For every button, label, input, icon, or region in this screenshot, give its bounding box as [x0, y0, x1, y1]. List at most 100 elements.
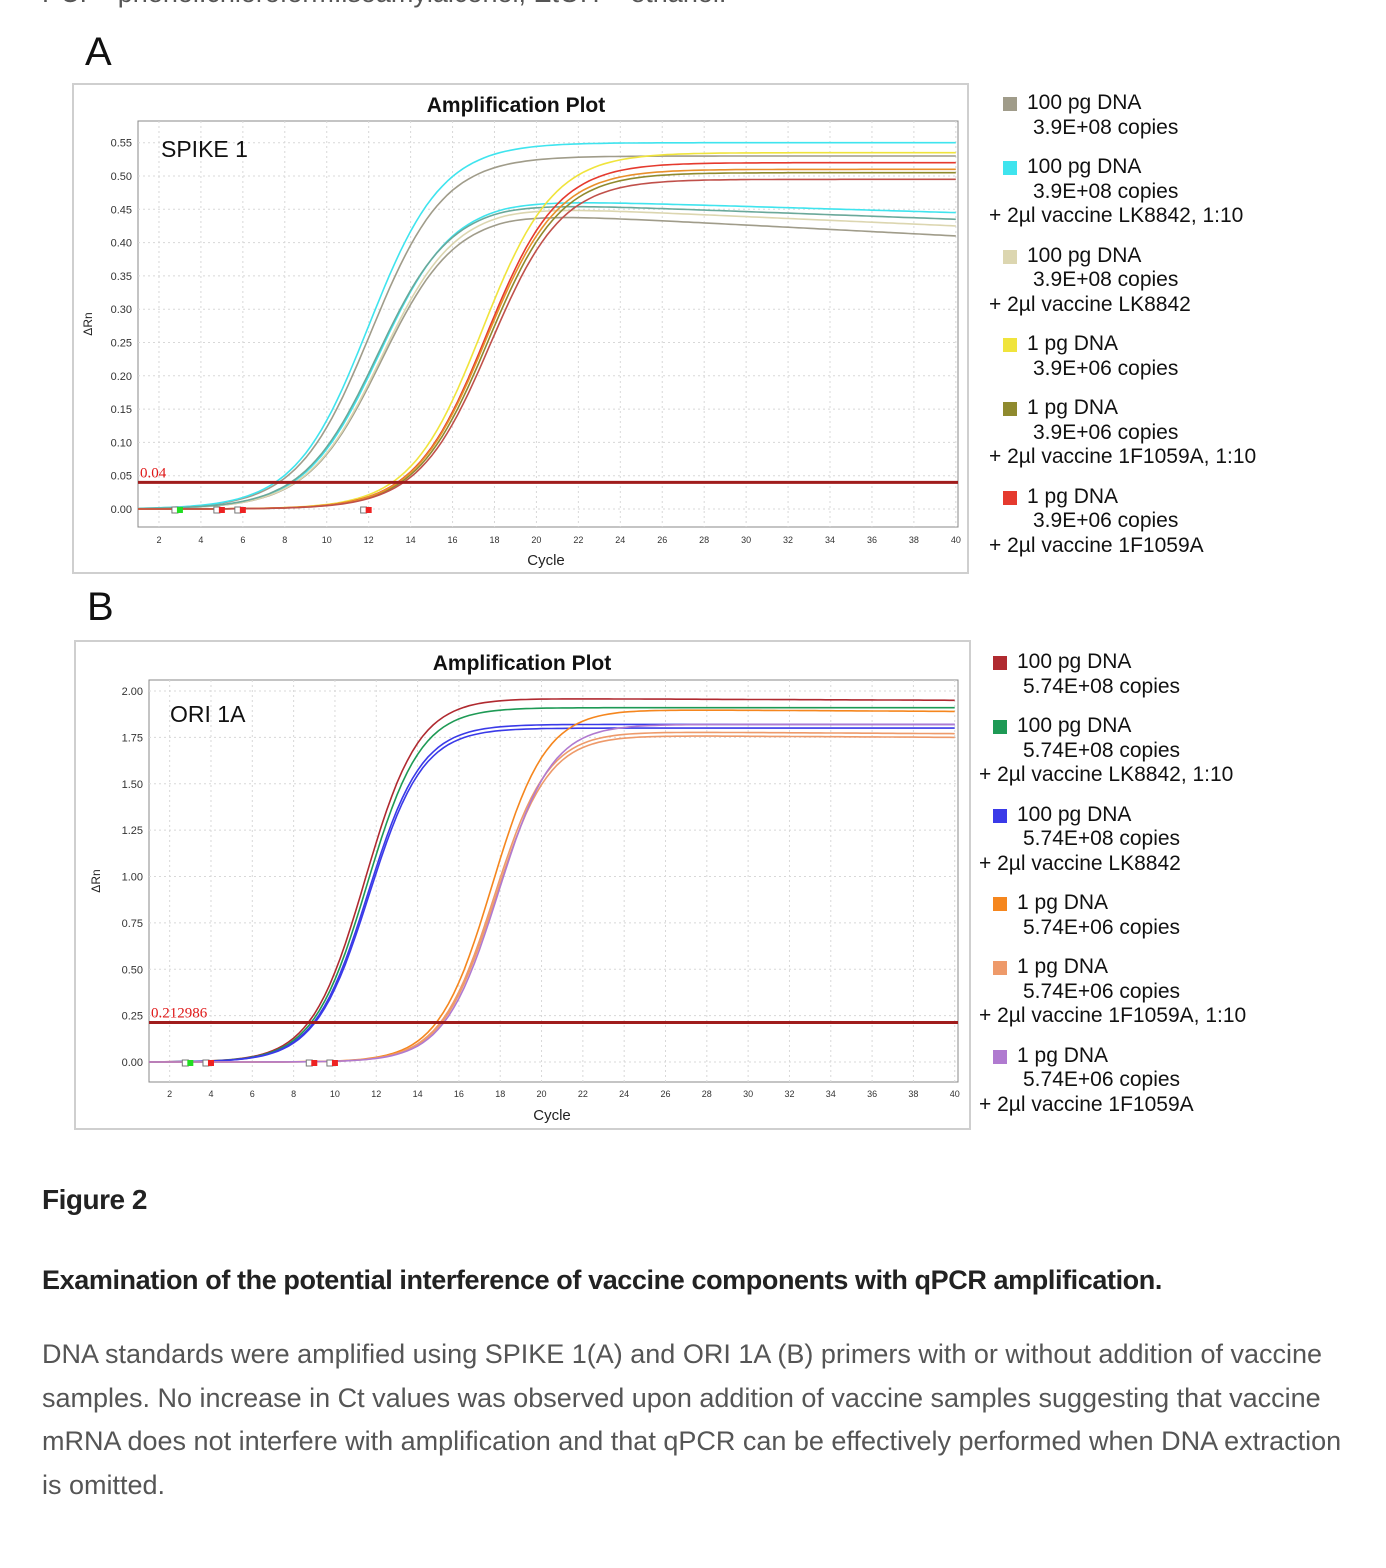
y-tick-label: 0.40 — [111, 238, 132, 250]
legend-item: 1 pg DNA 5.74E+06 copies + 2µl vaccine 1F1… — [979, 955, 1246, 1029]
legend-label: 3.9E+08 copies — [1033, 179, 1179, 203]
amplification-curve — [137, 155, 956, 510]
y-axis-label: ΔRn — [89, 869, 103, 892]
amplification-curve — [138, 205, 956, 510]
legend-label: 5.74E+06 copies — [1023, 979, 1181, 1003]
legend-label: + 2µl vaccine LK8842, 1:10 — [979, 763, 1234, 786]
x-tick-label: 4 — [208, 1089, 213, 1099]
baseline-marker — [187, 1060, 194, 1066]
x-tick-label: 4 — [198, 535, 203, 545]
x-tick-label: 38 — [909, 535, 919, 545]
legend-spike1: 100 pg DNA 3.9E+08 copies 100 pg DNA 3.9E+0… — [989, 91, 1256, 573]
legend-label: 5.74E+06 copies — [1023, 1068, 1181, 1091]
legend-label: 1 pg DNA — [1027, 332, 1119, 355]
x-tick-label: 34 — [825, 535, 835, 545]
legend-label: 3.9E+06 copies — [1033, 509, 1179, 532]
amplification-plot-ori1a: 0.00 0.25 0.50 0.75 1.00 1.25 1.50 1.75 2.00 2 4 6 8… — [74, 640, 971, 1130]
x-tick-label: 6 — [240, 535, 245, 545]
baseline-marker — [218, 507, 225, 513]
legend-label: 5.74E+08 copies — [1023, 738, 1181, 762]
legend-item: 100 pg DNA 3.9E+08 copies + 2µl vaccine LK… — [989, 155, 1256, 229]
x-tick-label: 28 — [699, 535, 709, 545]
x-tick-label: 26 — [660, 1089, 670, 1099]
y-tick-label: 0.20 — [111, 371, 132, 383]
legend-label: 3.9E+06 copies — [1033, 356, 1179, 380]
legend-swatch — [993, 656, 1007, 670]
baseline-marker — [331, 1060, 338, 1066]
plot-area — [148, 679, 959, 1083]
legend-swatch — [1003, 249, 1017, 264]
x-tick-label: 26 — [657, 535, 667, 545]
chart-title: Amplification Plot — [427, 94, 606, 117]
x-tick-label: 16 — [448, 535, 458, 545]
x-tick-label: 28 — [702, 1089, 712, 1099]
x-tick-label: 16 — [454, 1089, 464, 1099]
legend-item: 1 pg DNA 3.9E+06 copies + 2µl vaccine 1F10… — [989, 485, 1256, 559]
threshold-label: 0.04 — [140, 465, 167, 481]
x-tick-label: 2 — [167, 1089, 172, 1099]
legend-item: 100 pg DNA 3.9E+08 copies — [1003, 91, 1256, 140]
legend-label: 100 pg DNA — [1017, 650, 1132, 673]
legend-label: 5.74E+08 copies — [1023, 674, 1181, 698]
legend-item: 1 pg DNA 3.9E+06 copies + 2µl vaccine 1F10… — [989, 396, 1256, 470]
x-tick-label: 8 — [291, 1089, 296, 1099]
legend-swatch — [993, 720, 1007, 734]
x-tick-label: 24 — [619, 1089, 629, 1099]
y-tick-label: 0.10 — [111, 437, 132, 449]
y-tick-label: 0.15 — [111, 404, 132, 416]
legend-label: + 2µl vaccine LK8842 — [989, 292, 1191, 316]
figure-title: Examination of the potential interferenc… — [42, 1265, 1162, 1295]
legend-label: 1 pg DNA — [1027, 396, 1119, 419]
y-tick-label: 0.30 — [111, 304, 132, 316]
x-tick-label: 40 — [950, 1089, 960, 1099]
y-tick-label: 0.35 — [111, 271, 132, 283]
legend-swatch — [993, 808, 1007, 823]
legend-label: 1 pg DNA — [1017, 891, 1109, 914]
legend-swatch — [993, 961, 1007, 975]
x-axis-label: Cycle — [527, 552, 565, 569]
amplification-curve — [149, 723, 955, 1063]
x-tick-label: 20 — [537, 1089, 547, 1099]
x-tick-label: 14 — [406, 535, 416, 545]
y-axis-label: ΔRn — [81, 312, 95, 335]
y-tick-label: 0.00 — [111, 504, 132, 516]
legend-label: + 2µl vaccine 1F1059A — [979, 1092, 1194, 1116]
legend-label: 1 pg DNA — [1017, 955, 1109, 978]
legend-item: 1 pg DNA 5.74E+06 copies + 2µl vaccine 1F1… — [979, 1044, 1246, 1118]
baseline-marker — [207, 1060, 214, 1066]
plot-area — [137, 120, 959, 528]
x-tick-label: 30 — [743, 1089, 753, 1099]
chart-annotation: ORI 1A — [170, 701, 246, 727]
legend-label: 3.9E+08 copies — [1033, 268, 1179, 291]
y-tick-label: 0.50 — [111, 171, 132, 183]
x-tick-label: 22 — [578, 1089, 588, 1099]
legend-item: 100 pg DNA 5.74E+08 copies + 2µl vaccine L… — [979, 802, 1246, 877]
legend-label: + 2µl vaccine 1F1059A, 1:10 — [979, 1004, 1247, 1027]
x-tick-label: 32 — [784, 1089, 794, 1099]
x-tick-label: 22 — [573, 535, 583, 545]
x-tick-label: 6 — [250, 1089, 255, 1099]
chart-title: Amplification Plot — [433, 652, 612, 675]
previous-caption-text: PCI = phenol:chloroform:isoamylalcohol, … — [42, 0, 726, 9]
baseline-marker — [311, 1060, 318, 1066]
legend-swatch — [1003, 338, 1017, 352]
y-tick-label: 0.05 — [111, 471, 132, 483]
x-tick-label: 20 — [531, 535, 541, 545]
x-tick-label: 2 — [156, 535, 161, 545]
panel-label-a: A — [85, 30, 112, 74]
legend-swatch — [1003, 161, 1017, 175]
legend-label: 100 pg DNA — [1017, 802, 1132, 826]
legend-label: + 2µl vaccine LK8842 — [979, 851, 1181, 875]
y-tick-label: 0.50 — [122, 964, 143, 976]
x-tick-label: 30 — [741, 535, 751, 545]
panel-label-b: B — [87, 585, 114, 629]
figure-caption: DNA standards were amplified using SPIKE… — [42, 1339, 1342, 1500]
legend-label: 100 pg DNA — [1027, 243, 1142, 267]
x-tick-label: 8 — [282, 535, 287, 545]
y-tick-label: 0.25 — [122, 1011, 143, 1023]
legend-item: 1 pg DNA 3.9E+06 copies — [1003, 332, 1256, 381]
baseline-marker — [239, 507, 246, 513]
y-tick-label: 1.75 — [122, 732, 143, 744]
x-tick-label: 10 — [322, 535, 332, 545]
legend-label: 5.74E+06 copies — [1023, 915, 1181, 939]
